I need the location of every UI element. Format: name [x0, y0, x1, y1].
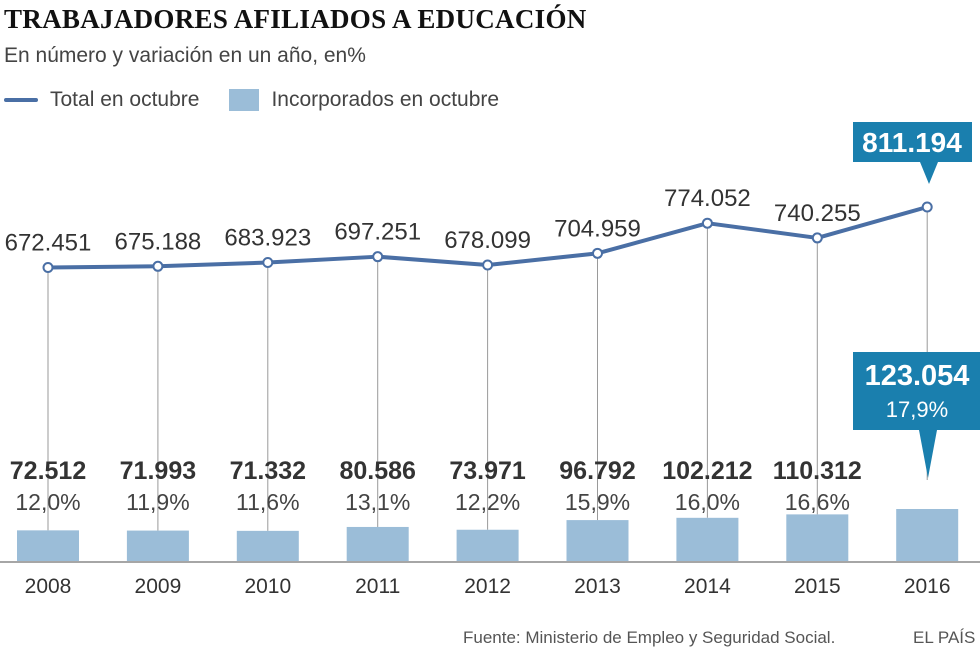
source-note: Fuente: Ministerio de Empleo y Seguridad…: [463, 628, 836, 647]
callout-bar-box: [853, 352, 980, 478]
line-point-2011: [372, 251, 384, 263]
line-label-2016: 811.194: [862, 127, 962, 158]
line-point-2014: [701, 217, 713, 229]
line-point-2008: [42, 262, 54, 273]
x-tick-label-2009: 2009: [135, 575, 182, 598]
bar-pct-label-2015: 16,6%: [785, 489, 850, 515]
legend-line-swatch: [4, 98, 38, 102]
bar-pct-label-2009: 11,9%: [126, 489, 190, 515]
bar-value-label-2013: 96.792: [559, 457, 635, 485]
legend-bar-swatch: [229, 89, 260, 111]
stems-layer: [47, 207, 928, 531]
line-label-2012: 678.099: [444, 227, 531, 254]
line-label-2013: 704.959: [554, 215, 641, 242]
x-tick-label-2008: 2008: [25, 575, 72, 598]
bar-2012: [456, 529, 519, 561]
bar-value-label-2014: 102.212: [662, 457, 752, 485]
bar-2011: [346, 526, 409, 561]
bar-pct-label-2014: 16,0%: [675, 489, 740, 515]
bar-value-label-2015: 110.312: [773, 457, 862, 485]
x-tick-label-2014: 2014: [684, 575, 731, 598]
line-point-2015: [811, 232, 823, 244]
bar-pct-label-2008: 12,0%: [15, 489, 80, 515]
bar-2014: [676, 517, 739, 561]
bar-value-label-2009: 71.993: [120, 457, 196, 485]
x-tick-label-2013: 2013: [574, 575, 621, 598]
bar-value-label-2011: 80.586: [339, 457, 415, 485]
bar-pct-label-2012: 12,2%: [455, 489, 520, 515]
x-tick-label-2016: 2016: [904, 575, 951, 598]
line-label-2011: 697.251: [334, 219, 421, 246]
bar-pct-label-2010: 11,6%: [236, 489, 300, 515]
line-label-2009: 675.188: [115, 228, 202, 255]
bar-2016: [896, 509, 959, 561]
chart-title: TRABAJADORES AFILIADOS A EDUCACIÓN: [4, 4, 587, 34]
bar-value-label-2008: 72.512: [10, 457, 86, 485]
bars-layer: [17, 509, 959, 561]
line-point-2012: [482, 259, 494, 271]
line-label-2014: 774.052: [664, 185, 751, 212]
line-point-2009: [152, 260, 164, 272]
x-tick-label-2010: 2010: [244, 575, 291, 598]
bar-2009: [126, 530, 189, 561]
line-label-2008: 672.451: [5, 230, 92, 257]
bar-2010: [236, 530, 299, 561]
bar-2008: [17, 530, 79, 561]
line-point-2016: [921, 201, 933, 213]
line-point-2010: [262, 256, 274, 268]
x-tick-label-2015: 2015: [794, 575, 841, 598]
line-point-2013: [592, 247, 603, 259]
legend-bar-label: Incorporados en octubre: [271, 88, 500, 111]
bar-pct-label-2011: 13,1%: [345, 489, 410, 515]
line-label-2015: 740.255: [774, 200, 861, 227]
bar-2015: [786, 514, 849, 561]
legend: Total en octubre Incorporados en octubre: [4, 86, 499, 114]
brand-label: EL PAÍS: [913, 628, 976, 647]
bar-pct-label-2013: 15,9%: [565, 489, 630, 515]
bar-value-label-2012: 73.971: [449, 457, 526, 485]
bar-value-label-2010: 71.332: [230, 457, 306, 485]
chart-subtitle: En número y variación en un año, en%: [4, 44, 366, 67]
callout-line-box: [853, 122, 972, 184]
x-tick-label-2012: 2012: [464, 575, 511, 598]
x-tick-label-2011: 2011: [355, 575, 400, 598]
legend-line-label: Total en octubre: [50, 88, 200, 111]
bar-pct-label-2016: 17,9%: [886, 397, 948, 422]
bar-value-label-2016: 123.054: [865, 360, 970, 392]
bar-2013: [566, 520, 629, 561]
line-label-2010: 683.923: [224, 224, 311, 251]
